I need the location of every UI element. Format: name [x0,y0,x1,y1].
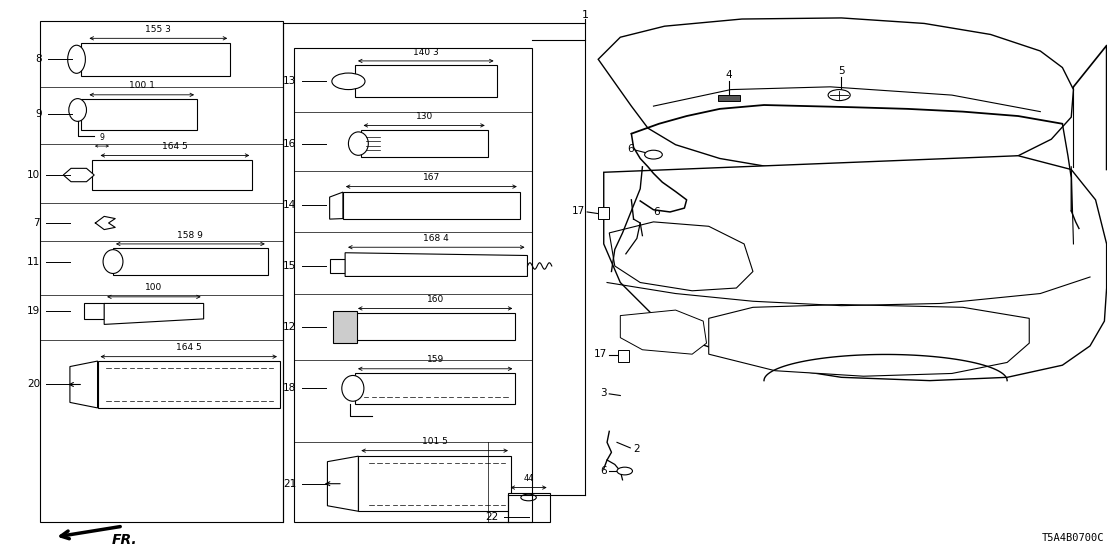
Bar [358,456,511,511]
Bar [355,313,515,340]
Polygon shape [598,18,1074,172]
Text: 159: 159 [427,355,444,365]
Bar [113,248,268,275]
Text: 101 5: 101 5 [422,437,448,446]
Text: 22: 22 [485,512,499,522]
Bar [598,207,609,219]
Bar [98,361,280,408]
Polygon shape [328,456,358,511]
Text: 160: 160 [427,295,444,304]
Text: 11: 11 [27,257,40,266]
Polygon shape [104,304,204,325]
Ellipse shape [103,250,123,274]
Polygon shape [604,156,1107,381]
Ellipse shape [69,99,86,121]
Circle shape [828,90,850,101]
Text: 167: 167 [422,173,440,182]
Text: 14: 14 [284,201,297,211]
Polygon shape [70,361,98,408]
Text: 6: 6 [627,144,634,154]
Polygon shape [620,310,707,354]
Text: 130: 130 [416,112,433,121]
Circle shape [645,150,663,159]
Text: 164 5: 164 5 [176,343,202,352]
Bar [718,95,740,101]
Polygon shape [609,222,753,291]
Text: 15: 15 [284,261,297,271]
Ellipse shape [348,132,368,155]
Text: 1: 1 [582,10,588,20]
Bar [334,311,357,342]
Circle shape [332,73,365,90]
Polygon shape [330,192,342,219]
Text: 155 3: 155 3 [145,25,172,34]
Text: 100: 100 [145,284,163,293]
Bar [40,20,284,522]
Text: 140 3: 140 3 [413,48,439,57]
Text: 6: 6 [654,207,660,217]
Text: 3: 3 [601,388,607,398]
Text: 18: 18 [284,383,297,393]
Circle shape [617,467,633,475]
Text: 2: 2 [634,444,640,454]
Bar [330,259,345,273]
Polygon shape [63,168,94,182]
Text: 16: 16 [284,138,297,148]
Ellipse shape [341,376,363,401]
Polygon shape [342,192,520,219]
Text: 13: 13 [284,76,297,86]
Polygon shape [709,305,1029,376]
Text: 20: 20 [27,379,40,389]
Text: 6: 6 [601,466,607,476]
Text: 17: 17 [594,349,607,359]
Text: 21: 21 [284,479,297,489]
Text: 19: 19 [27,306,40,316]
Ellipse shape [68,45,85,73]
Text: 9: 9 [100,132,104,142]
Bar [81,43,230,76]
Bar [355,65,496,98]
Text: 10: 10 [27,170,40,180]
Text: 9: 9 [35,109,42,120]
Text: 8: 8 [35,54,42,64]
Text: 4: 4 [726,70,732,80]
Bar [81,99,197,130]
Text: T5A4B0700C: T5A4B0700C [1042,533,1105,543]
Text: 164 5: 164 5 [162,142,187,151]
Text: 7: 7 [33,218,40,228]
Text: FR.: FR. [112,534,137,547]
Text: 168 4: 168 4 [423,234,449,243]
Text: 100 1: 100 1 [129,81,155,90]
Text: 5: 5 [838,66,844,76]
Bar [84,304,104,319]
Text: 44: 44 [523,474,534,483]
Text: 158 9: 158 9 [177,230,204,239]
Bar [507,493,550,522]
Bar [355,373,515,403]
Bar [360,130,488,157]
Bar [618,350,629,362]
Polygon shape [345,253,527,276]
Bar [92,160,253,190]
Ellipse shape [521,494,536,501]
Text: 12: 12 [284,322,297,332]
Text: 17: 17 [572,206,585,216]
Bar [295,48,532,522]
